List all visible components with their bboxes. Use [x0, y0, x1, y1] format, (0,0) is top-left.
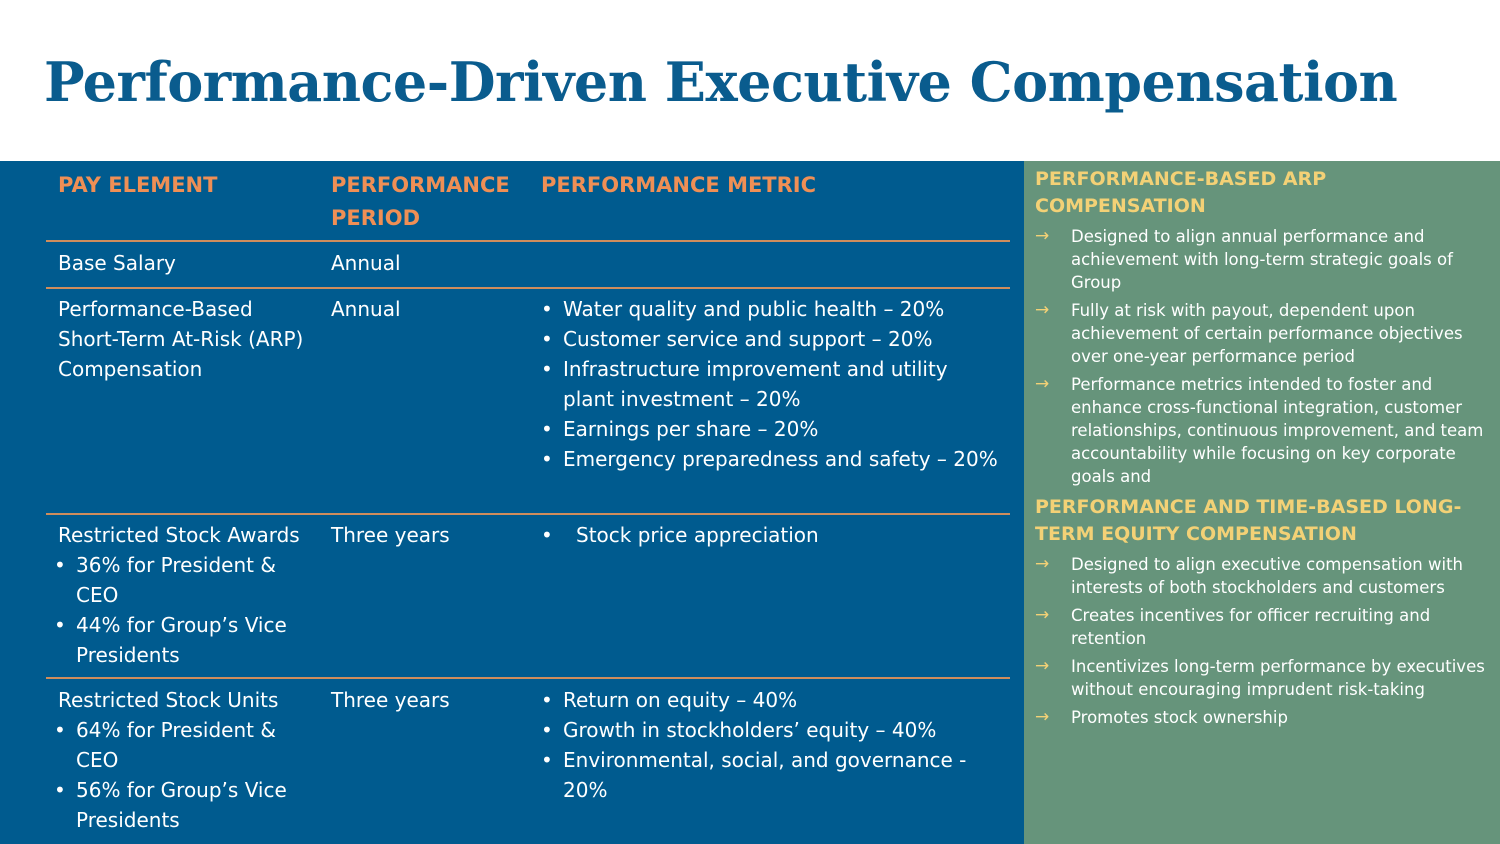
- row-rsu-metrics: Return on equity – 40% Growth in stockho…: [541, 685, 981, 805]
- row-rsa-bullets: 36% for President & CEO 44% for Group’s …: [54, 550, 320, 670]
- arp-section-list: → Designed to align annual performance an…: [1035, 225, 1485, 493]
- row-arp-metrics: Water quality and public health – 20% Cu…: [541, 294, 1001, 474]
- row-base-salary-element: Base Salary: [58, 251, 176, 275]
- list-item: → Designed to align annual performance an…: [1035, 226, 1453, 292]
- equity-section-list: → Designed to align executive compensatio…: [1035, 553, 1485, 734]
- list-item: → Fully at risk with payout, dependent up…: [1035, 300, 1463, 366]
- list-item: 36% for President & CEO: [54, 550, 320, 610]
- equity-section-title: PERFORMANCE AND TIME-BASED LONG-TERM EQU…: [1035, 496, 1462, 545]
- list-item: Water quality and public health – 20%: [541, 294, 1001, 324]
- list-item: 64% for President & CEO: [54, 715, 320, 775]
- list-item: → Creates incentives for officer recruiti…: [1035, 605, 1431, 648]
- page-title: Performance-Driven Executive Compensatio…: [44, 50, 1398, 114]
- row-rsa-title: Restricted Stock Awards: [58, 523, 300, 547]
- header-pay-element: PAY ELEMENT: [58, 173, 218, 197]
- list-item: Return on equity – 40%: [541, 685, 981, 715]
- header-performance-metric: PERFORMANCE METRIC: [541, 173, 817, 197]
- list-item: 56% for Group’s Vice Presidents: [54, 775, 320, 835]
- compensation-notes-panel: [1024, 161, 1500, 844]
- list-item: 44% for Group’s Vice Presidents: [54, 610, 320, 670]
- list-item: → Promotes stock ownership: [1035, 707, 1288, 727]
- list-item: Emergency preparedness and safety – 20%: [541, 444, 1001, 474]
- header-performance-period: PERFORMANCE PERIOD: [331, 173, 510, 230]
- row-rsu-element: Restricted Stock Units 64% for President…: [54, 685, 320, 835]
- table-divider: [46, 677, 1010, 679]
- list-item: Infrastructure improvement and utility p…: [541, 354, 1001, 414]
- row-base-salary-period: Annual: [331, 251, 401, 275]
- table-divider: [46, 513, 1010, 515]
- row-rsu-period: Three years: [331, 688, 450, 712]
- row-rsu-title: Restricted Stock Units: [58, 688, 279, 712]
- arrow-right-icon: →: [1035, 374, 1050, 394]
- list-item: Growth in stockholders’ equity – 40%: [541, 715, 981, 745]
- row-arp-period: Annual: [331, 297, 401, 321]
- arp-section-title: PERFORMANCE-BASED ARP COMPENSATION: [1035, 168, 1327, 217]
- list-item: → Designed to align executive compensatio…: [1035, 554, 1464, 597]
- list-item: → Incentivizes long-term performance by e…: [1035, 656, 1485, 699]
- list-item: Environmental, social, and governance - …: [541, 745, 981, 805]
- row-rsa-element: Restricted Stock Awards 36% for Presiden…: [54, 520, 320, 670]
- list-item: Earnings per share – 20%: [541, 414, 1001, 444]
- list-item: Customer service and support – 20%: [541, 324, 1001, 354]
- row-rsu-bullets: 64% for President & CEO 56% for Group’s …: [54, 715, 320, 835]
- arrow-right-icon: →: [1035, 707, 1050, 727]
- list-item: → Performance metrics intended to foster …: [1035, 374, 1484, 486]
- arrow-right-icon: →: [1035, 605, 1050, 625]
- arrow-right-icon: →: [1035, 300, 1050, 320]
- arrow-right-icon: →: [1035, 656, 1050, 676]
- table-divider: [46, 240, 1010, 242]
- list-item: Stock price appreciation: [541, 520, 1001, 550]
- arrow-right-icon: →: [1035, 554, 1050, 574]
- table-divider: [46, 287, 1010, 289]
- row-rsa-period: Three years: [331, 523, 450, 547]
- arrow-right-icon: →: [1035, 226, 1050, 246]
- row-arp-element: Performance-Based Short-Term At-Risk (AR…: [58, 297, 304, 381]
- row-rsa-metrics: Stock price appreciation: [541, 520, 1001, 550]
